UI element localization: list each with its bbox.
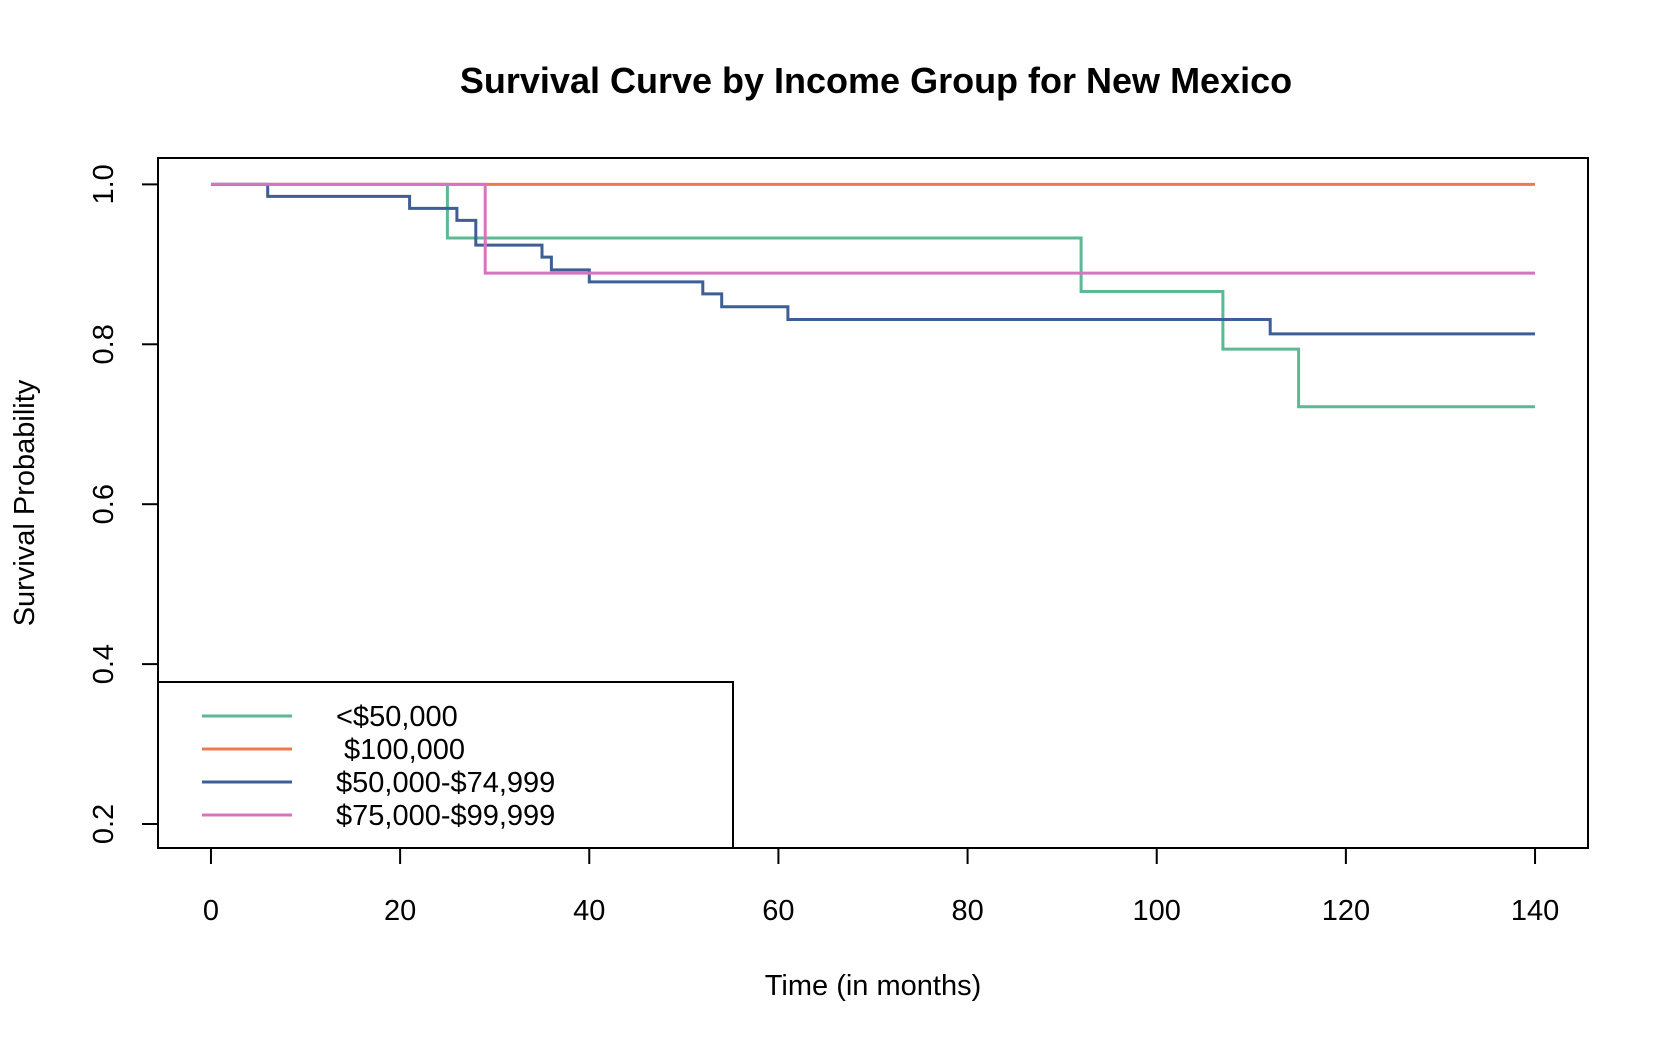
y-tick-label: 0.8 [88, 324, 120, 364]
legend-box [157, 681, 734, 849]
legend-label-2: $100,000 [336, 734, 465, 766]
x-tick-label: 80 [951, 895, 983, 927]
x-tick-label: 140 [1511, 895, 1559, 927]
y-tick-label: 0.6 [88, 484, 120, 524]
x-tick-label: 0 [203, 895, 219, 927]
legend-label-1: <$50,000 [336, 701, 458, 733]
legend-label-3: $50,000-$74,999 [336, 767, 555, 799]
y-axis-label: Survival Probability [9, 379, 41, 626]
series-layer [211, 182, 1535, 409]
x-tick-label: 40 [573, 895, 605, 927]
y-tick-label: 0.2 [88, 804, 120, 844]
x-tick-label: 60 [762, 895, 794, 927]
y-tick-label: 0.4 [88, 644, 120, 684]
x-tick-label: 20 [384, 895, 416, 927]
x-axis-label: Time (in months) [765, 970, 981, 1002]
series-line-4 [211, 182, 1535, 275]
y-axis: 0.2 0.4 0.6 0.8 1.0 [88, 164, 159, 844]
legend-label-4: $75,000-$99,999 [336, 800, 555, 832]
x-axis: 0 20 40 60 80 100 120 140 [203, 847, 1559, 927]
chart-title: Survival Curve by Income Group for New M… [460, 60, 1292, 101]
series-line-1 [211, 182, 1535, 409]
x-tick-label: 120 [1322, 895, 1370, 927]
legend: <$50,000 $100,000$50,000-$74,999$75,000-… [157, 681, 734, 849]
series-line-3 [211, 182, 1535, 336]
y-tick-label: 1.0 [88, 164, 120, 204]
x-tick-label: 100 [1133, 895, 1181, 927]
